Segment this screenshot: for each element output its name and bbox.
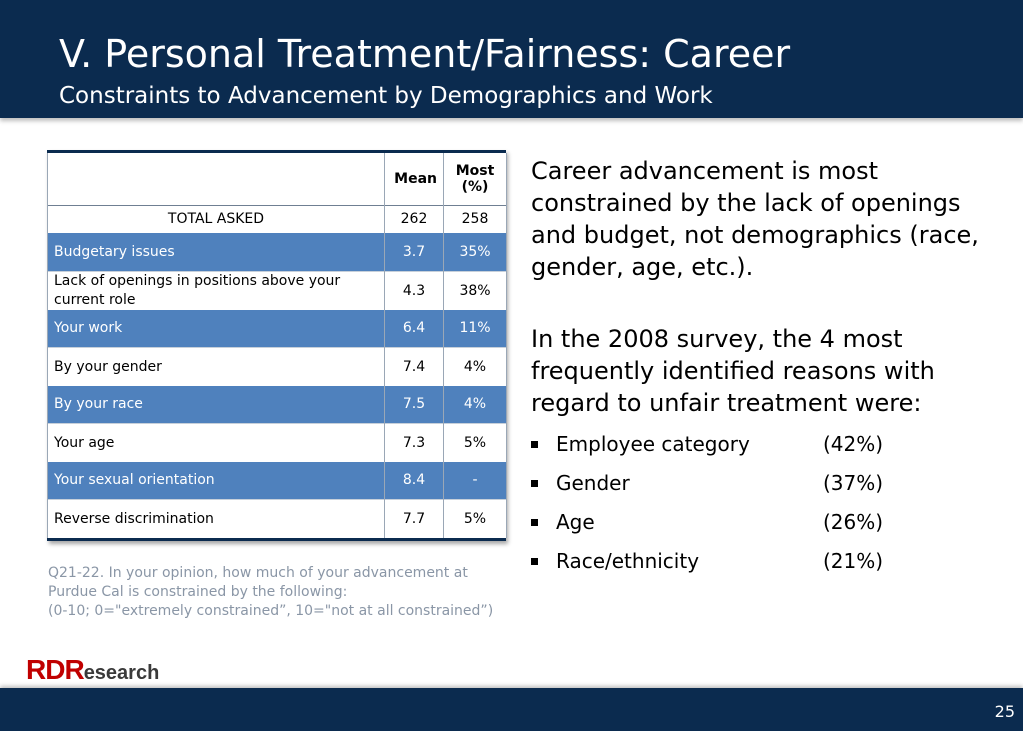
reason-pct: (26%) (823, 510, 884, 534)
slide-footer: 25 (0, 688, 1023, 731)
header-mean: Mean (384, 153, 444, 205)
list-item: Employee category (42%) (531, 425, 1011, 464)
reason-label: Race/ethnicity (556, 549, 700, 573)
row-most: 5% (443, 499, 507, 538)
total-most: 258 (443, 204, 507, 233)
constraints-table: Mean Most (%) TOTAL ASKED 262 258 Budget… (47, 150, 507, 541)
list-item: Age (26%) (531, 503, 1011, 542)
footnote-line: Purdue Cal is constrained by the followi… (48, 584, 348, 600)
row-mean: 7.3 (384, 423, 444, 462)
table-row: Your sexual orientation 8.4 - (47, 461, 507, 500)
reason-pct: (37%) (823, 471, 884, 495)
reason-label: Age (556, 510, 595, 534)
row-label: By your gender (47, 347, 385, 386)
footnote-line: (0-10; 0="extremely constrained”, 10="no… (48, 603, 494, 619)
list-item: Race/ethnicity (21%) (531, 542, 1011, 581)
row-mean: 7.5 (384, 385, 444, 424)
rdresearch-logo: RDResearch (26, 654, 159, 686)
table-row: Reverse discrimination 7.7 5% (47, 499, 507, 538)
logo-suffix: esearch (83, 662, 160, 684)
table-header-row: Mean Most (%) (47, 153, 507, 205)
bullet-icon (531, 558, 538, 565)
table-row: By your race 7.5 4% (47, 385, 507, 424)
row-most: 5% (443, 423, 507, 462)
row-most: 4% (443, 347, 507, 386)
row-mean: 6.4 (384, 309, 444, 348)
question-footnote: Q21-22. In your opinion, how much of you… (48, 564, 518, 621)
row-mean: 8.4 (384, 461, 444, 500)
logo-prefix: RD (26, 654, 65, 685)
list-item: Gender (37%) (531, 464, 1011, 503)
row-label: Reverse discrimination (47, 499, 385, 538)
bullet-icon (531, 441, 538, 448)
header-label (47, 153, 385, 205)
summary-paragraph-2: In the 2008 survey, the 4 most frequentl… (531, 325, 935, 417)
summary-paragraph-1: Career advancement is most constrained b… (531, 157, 979, 281)
row-mean: 7.4 (384, 347, 444, 386)
header-most: Most (%) (443, 153, 507, 205)
table-row: By your gender 7.4 4% (47, 347, 507, 386)
row-mean: 7.7 (384, 499, 444, 538)
row-label: Your sexual orientation (47, 461, 385, 500)
reasons-list: Employee category (42%) Gender (37%) Age… (531, 425, 1011, 581)
slide-header: V. Personal Treatment/Fairness: Career C… (0, 0, 1023, 118)
total-label: TOTAL ASKED (47, 204, 385, 233)
summary-text: Career advancement is most constrained b… (531, 155, 1011, 581)
total-mean: 262 (384, 204, 444, 233)
bullet-icon (531, 519, 538, 526)
slide-subtitle: Constraints to Advancement by Demographi… (59, 83, 713, 109)
reason-pct: (42%) (823, 432, 884, 456)
reason-pct: (21%) (823, 549, 884, 573)
slide-title: V. Personal Treatment/Fairness: Career (59, 32, 791, 76)
row-label: Your age (47, 423, 385, 462)
row-label: Your work (47, 309, 385, 348)
row-most: 11% (443, 309, 507, 348)
table-row: Budgetary issues 3.7 35% (47, 233, 507, 271)
row-most: - (443, 461, 507, 500)
row-label: Budgetary issues (47, 233, 385, 271)
row-mean: 3.7 (384, 233, 444, 271)
logo-middle: R (64, 654, 84, 685)
reason-label: Gender (556, 471, 630, 495)
row-mean: 4.3 (384, 270, 444, 310)
table-row: Lack of openings in positions above your… (47, 270, 507, 310)
page-number: 25 (994, 702, 1015, 721)
reason-label: Employee category (556, 432, 750, 456)
table-row: Your work 6.4 11% (47, 309, 507, 348)
bullet-icon (531, 480, 538, 487)
row-most: 35% (443, 233, 507, 271)
table-row: Your age 7.3 5% (47, 423, 507, 462)
row-label: Lack of openings in positions above your… (47, 270, 385, 310)
row-most: 38% (443, 270, 507, 310)
total-row: TOTAL ASKED 262 258 (47, 204, 507, 233)
row-most: 4% (443, 385, 507, 424)
footnote-line: Q21-22. In your opinion, how much of you… (48, 565, 468, 581)
row-label: By your race (47, 385, 385, 424)
